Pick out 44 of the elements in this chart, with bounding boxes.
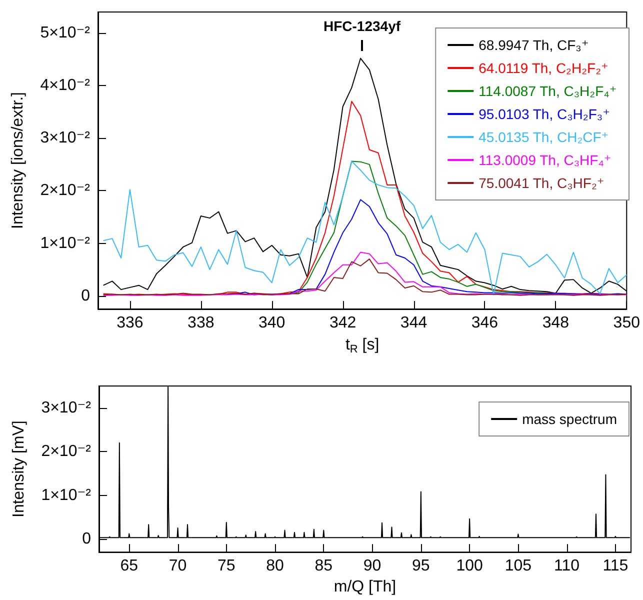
legend-label: 113.0009 Th, C₃HF₄⁺ [478, 152, 612, 168]
x-tick-label: 338 [188, 314, 214, 332]
line-series [102, 252, 628, 296]
line-series [102, 258, 628, 296]
x-tick-label: 346 [471, 314, 498, 332]
y-tick-label: 1×10⁻² [41, 486, 92, 504]
legend-label: 95.0103 Th, C₃H₂F₃⁺ [478, 106, 610, 122]
x-tick-label: 342 [329, 314, 356, 332]
x-tick-label: 348 [542, 314, 570, 332]
x-tick-label: 95 [412, 558, 430, 575]
annotation: HFC-1234yf [322, 18, 402, 34]
x-tick-label: 350 [613, 314, 640, 332]
line-series [227, 199, 628, 296]
y-axis-title: Intensity [ions/extr.] [10, 92, 26, 229]
x-tick-label: 80 [266, 558, 284, 575]
x-tick-label: 340 [258, 314, 286, 332]
y-tick-label: 0 [81, 287, 90, 304]
y-tick-label: 0 [82, 530, 92, 548]
legend-label: 114.0087 Th, C₃H₂F₄⁺ [478, 83, 617, 99]
x-tick-label: 85 [314, 558, 333, 575]
x-tick-label: 90 [363, 558, 382, 575]
x-tick-label: 75 [218, 558, 236, 575]
legend-label: 45.0135 Th, CH₂CF⁺ [478, 129, 609, 145]
y-tick-label: 5×10⁻² [40, 24, 91, 42]
y-tick-label: 3×10⁻² [41, 399, 92, 416]
x-tick-label: 105 [504, 558, 532, 575]
y-tick-label: 2×10⁻² [41, 443, 92, 460]
y-axis-title: Intensity [mV] [10, 420, 28, 518]
legend-label: mass spectrum [522, 411, 618, 427]
legend-label: 64.0119 Th, C₂H₂F₂⁺ [478, 60, 608, 76]
x-tick-label: 70 [168, 558, 187, 575]
x-tick-label: 110 [554, 558, 580, 575]
y-tick-label: 3×10⁻² [40, 130, 91, 147]
x-tick-label: 336 [116, 314, 144, 332]
x-axis-title: m/Q [Th] [334, 578, 396, 596]
x-tick-label: 344 [400, 314, 428, 332]
y-tick-label: 2×10⁻² [40, 182, 91, 200]
legend-label: 75.0041 Th, C₃HF₂⁺ [478, 175, 604, 191]
x-tick-label: 115 [602, 558, 628, 575]
x-tick-label: 65 [120, 558, 138, 575]
x-tick-label: 100 [456, 558, 483, 575]
y-tick-label: 4×10⁻² [40, 77, 91, 94]
legend-label: 68.9947 Th, CF₃⁺ [478, 37, 589, 53]
y-tick-label: 1×10⁻² [40, 234, 91, 252]
